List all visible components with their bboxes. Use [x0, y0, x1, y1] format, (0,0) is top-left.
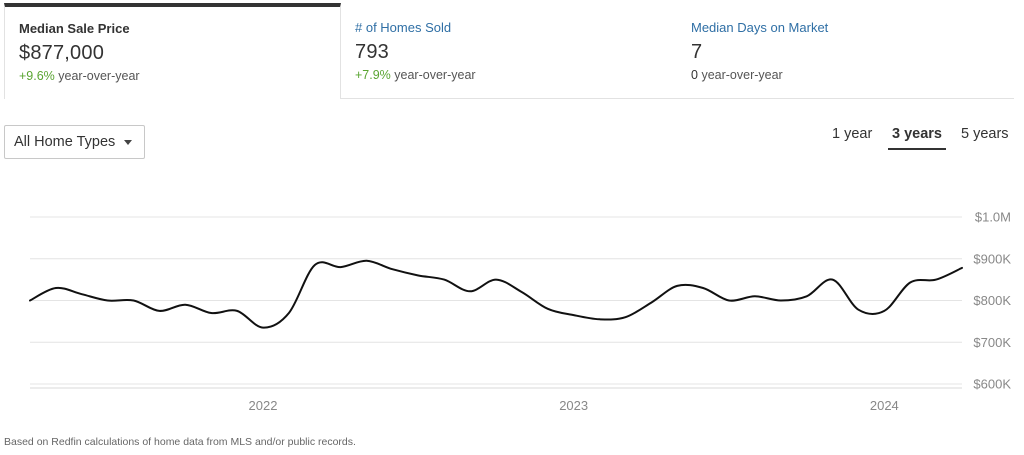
data-point[interactable]	[102, 295, 114, 307]
range-1-year[interactable]: 1 year	[832, 126, 873, 142]
data-point[interactable]	[645, 297, 657, 309]
range-5-years[interactable]: 5 years	[961, 126, 1009, 142]
y-tick-label: $600K	[973, 377, 1011, 392]
data-point[interactable]	[775, 295, 787, 307]
stat-median-sale-price[interactable]: Median Sale Price $877,000 +9.6% year-ov…	[4, 3, 341, 99]
y-tick-label: $800K	[973, 293, 1011, 308]
data-point[interactable]	[438, 274, 450, 286]
data-point[interactable]	[568, 309, 580, 321]
stat-title: Median Days on Market	[691, 20, 829, 35]
data-point[interactable]	[179, 299, 191, 311]
data-point[interactable]	[904, 277, 916, 289]
data-point[interactable]	[852, 304, 864, 316]
data-point[interactable]	[671, 280, 683, 292]
data-point[interactable]	[361, 255, 373, 267]
data-point[interactable]	[827, 274, 839, 286]
data-point[interactable]	[412, 269, 424, 281]
stat-delta: +9.6%	[19, 69, 55, 83]
data-point[interactable]	[516, 286, 528, 298]
stat-title: Median Sale Price	[19, 21, 130, 36]
caret-down-icon	[124, 140, 132, 145]
data-point[interactable]	[309, 259, 321, 271]
data-point[interactable]	[76, 288, 88, 300]
x-tick-label: 2022	[249, 398, 278, 413]
chart-gridlines	[30, 216, 962, 389]
data-point[interactable]	[231, 305, 243, 317]
data-point[interactable]	[128, 295, 140, 307]
data-point[interactable]	[749, 290, 761, 302]
data-point[interactable]	[335, 261, 347, 273]
data-point[interactable]	[490, 274, 502, 286]
y-axis-ticks: $600K $700K $800K $900K $1.0M	[973, 210, 1011, 392]
stat-change: +7.9% year-over-year	[355, 67, 677, 83]
stat-delta: 0	[691, 68, 698, 82]
stat-suffix: year-over-year	[394, 68, 476, 82]
stat-median-days-on-market[interactable]: Median Days on Market 7 0 year-over-year	[677, 3, 1014, 98]
data-point[interactable]	[205, 307, 217, 319]
data-point[interactable]	[464, 285, 476, 297]
stat-value: 793	[355, 41, 389, 63]
stats-tabs: Median Sale Price $877,000 +9.6% year-ov…	[4, 3, 1014, 99]
stat-value: 7	[691, 41, 703, 63]
data-point[interactable]	[542, 303, 554, 315]
stat-value: $877,000	[19, 42, 105, 64]
data-point[interactable]	[956, 262, 968, 274]
series-line	[29, 259, 963, 329]
x-tick-label: 2024	[870, 398, 899, 413]
data-point[interactable]	[257, 322, 269, 334]
series-points	[24, 255, 968, 334]
median-sale-price-chart: $600K $700K $800K $900K $1.0M 2022 2023 2024	[24, 210, 1011, 413]
y-tick-label: $700K	[973, 335, 1011, 350]
footnote: Based on Redfin calculations of home dat…	[4, 436, 356, 448]
data-point[interactable]	[878, 305, 890, 317]
range-3-years[interactable]: 3 years	[888, 126, 946, 150]
data-point[interactable]	[619, 311, 631, 323]
stat-title: # of Homes Sold	[355, 20, 452, 35]
home-type-label: All Home Types	[14, 134, 116, 150]
y-tick-label: $1.0M	[975, 210, 1011, 225]
time-range-selector: 1 year 3 years 5 years	[830, 124, 1010, 152]
x-axis-ticks: 2022 2023 2024	[249, 398, 899, 413]
stat-suffix: year-over-year	[58, 69, 140, 83]
data-point[interactable]	[930, 274, 942, 286]
x-tick-label: 2023	[559, 398, 588, 413]
data-point[interactable]	[594, 313, 606, 325]
data-point[interactable]	[386, 263, 398, 275]
stat-change: 0 year-over-year	[691, 67, 1014, 83]
data-point[interactable]	[283, 307, 295, 319]
home-type-dropdown[interactable]: All Home Types	[4, 125, 145, 159]
data-point[interactable]	[723, 295, 735, 307]
data-point[interactable]	[24, 295, 36, 307]
data-point[interactable]	[50, 282, 62, 294]
stat-homes-sold[interactable]: # of Homes Sold 793 +7.9% year-over-year	[341, 3, 677, 98]
stat-change: +9.6% year-over-year	[19, 68, 340, 84]
stat-suffix: year-over-year	[701, 68, 783, 82]
data-point[interactable]	[697, 282, 709, 294]
data-point[interactable]	[801, 290, 813, 302]
stat-delta: +7.9%	[355, 68, 391, 82]
data-point[interactable]	[153, 305, 165, 317]
y-tick-label: $900K	[973, 251, 1011, 266]
